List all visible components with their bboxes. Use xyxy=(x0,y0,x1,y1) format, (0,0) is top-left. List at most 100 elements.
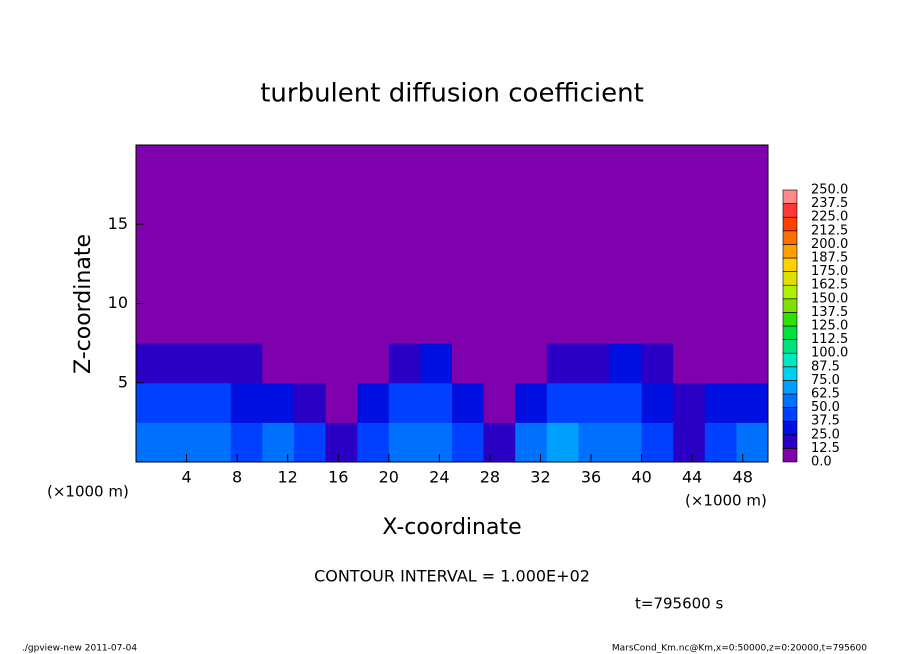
field-cell xyxy=(578,303,611,344)
colorbar-label: 62.5 xyxy=(811,387,840,402)
field-cell xyxy=(515,184,548,225)
field-cell xyxy=(167,343,200,384)
field-cell xyxy=(578,263,611,304)
colorbar-swatch xyxy=(782,380,798,395)
colorbar-swatch xyxy=(782,434,798,449)
time-label: t=795600 s xyxy=(635,595,723,613)
field-cell xyxy=(736,184,769,225)
field-cell xyxy=(167,224,200,265)
field-cell xyxy=(262,145,295,186)
field-cell xyxy=(673,343,706,384)
field-cell xyxy=(325,145,358,186)
field-cell xyxy=(515,263,548,304)
field-cell xyxy=(610,382,643,423)
field-cell xyxy=(420,422,453,463)
field-cell xyxy=(294,263,327,304)
x-tick-label: 28 xyxy=(480,468,500,487)
field-cell xyxy=(641,343,674,384)
field-cell xyxy=(136,343,169,384)
field-cell xyxy=(294,343,327,384)
colorbar-swatch xyxy=(782,271,798,286)
field-cell xyxy=(167,145,200,186)
field-cell xyxy=(388,382,421,423)
field-cell xyxy=(325,422,358,463)
field-cell xyxy=(452,343,485,384)
field-cell xyxy=(388,303,421,344)
colorbar-swatch xyxy=(782,284,798,300)
field-cell xyxy=(420,184,453,225)
field-cell xyxy=(578,184,611,225)
colorbar-swatch xyxy=(782,257,798,272)
field-cell xyxy=(641,382,674,423)
field-cell xyxy=(578,224,611,265)
colorbar-swatch xyxy=(782,230,798,245)
field-cell xyxy=(357,422,390,463)
field-cell xyxy=(483,422,516,463)
field-cell xyxy=(452,184,485,225)
field-cell xyxy=(388,263,421,304)
colorbar-swatch xyxy=(782,298,798,313)
field-cell xyxy=(294,303,327,344)
field-cell xyxy=(546,184,579,225)
field-cell xyxy=(230,343,263,384)
colorbar-label: 75.0 xyxy=(811,373,840,388)
x-axis-title: X-coordinate xyxy=(382,515,521,540)
field-cell xyxy=(515,422,548,463)
field-cell xyxy=(199,145,232,186)
colorbar-swatch xyxy=(782,352,798,368)
field-cell xyxy=(262,263,295,304)
colorbar-swatch xyxy=(782,366,798,381)
colorbar-swatch xyxy=(782,325,798,340)
colorbar-swatch xyxy=(782,216,798,232)
field-cell xyxy=(262,303,295,344)
field-cell xyxy=(325,343,358,384)
field-cell xyxy=(199,343,232,384)
field-cell xyxy=(736,382,769,423)
colorbar-swatch xyxy=(782,189,798,204)
field-cell xyxy=(673,184,706,225)
colorbar-swatch xyxy=(782,312,798,327)
field-cell xyxy=(641,184,674,225)
field-cell xyxy=(483,184,516,225)
field-cell xyxy=(325,184,358,225)
field-cell xyxy=(452,224,485,265)
colorbar-swatch xyxy=(782,339,798,354)
field-cell xyxy=(610,343,643,384)
field-cell xyxy=(199,303,232,344)
field-cell xyxy=(230,382,263,423)
field-cell xyxy=(136,184,169,225)
field-cell xyxy=(704,303,737,344)
field-cell xyxy=(610,303,643,344)
field-cell xyxy=(736,224,769,265)
colorbar-label: 37.5 xyxy=(811,414,840,429)
field-cell xyxy=(199,382,232,423)
field-cell xyxy=(704,382,737,423)
colorbar-label: 162.5 xyxy=(811,278,848,293)
field-cell xyxy=(167,263,200,304)
field-cell xyxy=(641,303,674,344)
field-cell xyxy=(357,145,390,186)
field-cell xyxy=(199,224,232,265)
x-tick-label: 8 xyxy=(232,468,242,487)
x-unit-label: (×1000 m) xyxy=(47,483,129,501)
field-cell xyxy=(641,224,674,265)
field-cell xyxy=(199,263,232,304)
field-cell xyxy=(610,224,643,265)
x-tick-label: 40 xyxy=(631,468,651,487)
field-cell xyxy=(420,382,453,423)
field-cell xyxy=(704,145,737,186)
colorbar-swatch xyxy=(782,244,798,259)
field-cell xyxy=(673,422,706,463)
colorbar-label: 100.0 xyxy=(811,346,848,361)
colorbar-label: 212.5 xyxy=(811,223,848,238)
field-cell xyxy=(294,184,327,225)
field-cell xyxy=(578,382,611,423)
x-tick-label: 20 xyxy=(379,468,399,487)
field-cell xyxy=(673,263,706,304)
field-cell xyxy=(230,263,263,304)
annotation: CONTOUR INTERVAL = 1.000E+02 xyxy=(314,567,590,586)
field-cell xyxy=(294,382,327,423)
x-unit-label: (×1000 m) xyxy=(685,492,767,510)
field-cell xyxy=(515,382,548,423)
